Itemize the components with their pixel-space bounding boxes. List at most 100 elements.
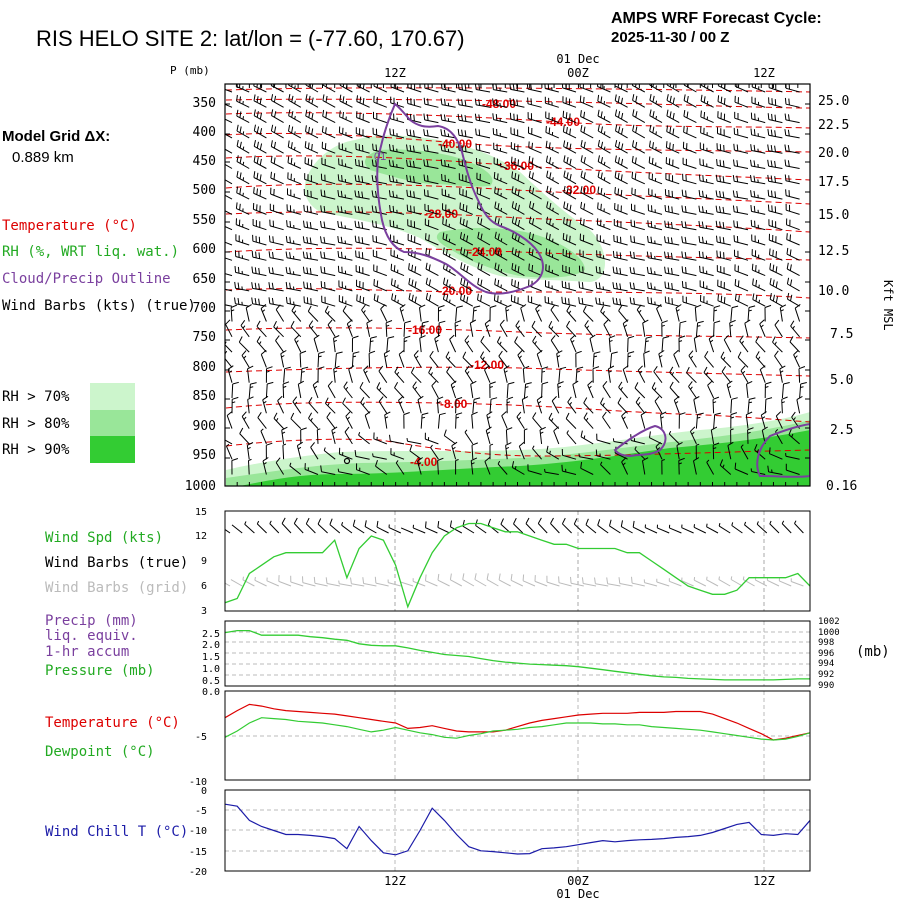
cycle-label: AMPS WRF Forecast Cycle: — [611, 10, 822, 27]
wind-barb — [333, 365, 340, 383]
wind-barb — [325, 577, 340, 587]
wind-barb — [324, 397, 336, 414]
wind-barb — [798, 366, 806, 383]
wind-barb — [511, 216, 525, 231]
wind-barb — [678, 320, 687, 337]
wind-barb — [253, 139, 267, 154]
wind-barb — [522, 365, 530, 383]
wind-barb — [437, 457, 444, 475]
wind-barb — [750, 128, 766, 139]
wind-barb — [320, 251, 336, 261]
wind-barb — [268, 282, 284, 292]
wind-barb — [550, 335, 560, 353]
wind-barb — [406, 144, 422, 154]
wind-barb — [629, 251, 645, 261]
wind-barb — [734, 279, 749, 292]
wind-barb — [230, 579, 243, 587]
wind-barb — [334, 351, 343, 368]
wind-barb — [275, 304, 285, 322]
pressure-tick-850: 850 — [193, 389, 216, 404]
wind-barb — [614, 171, 628, 185]
wind-barb — [327, 319, 336, 338]
wind-barb — [356, 84, 370, 93]
wind-barb — [437, 412, 446, 429]
wind-barb — [455, 459, 459, 475]
wind-barb — [700, 84, 714, 93]
wind-barb — [359, 381, 370, 399]
wind-barb — [225, 319, 233, 338]
height-tick-22-5: 22.5 — [818, 118, 849, 133]
wind-barb — [251, 297, 267, 307]
wind-barb — [390, 234, 405, 246]
wind-barb — [551, 396, 560, 414]
wind-barb — [751, 263, 766, 277]
height-tick-17-5: 17.5 — [818, 175, 849, 190]
wind-barb — [477, 231, 491, 246]
wind-barb — [527, 97, 542, 108]
wind-barb — [282, 443, 287, 460]
wind-barb — [511, 461, 525, 475]
wind-barb — [629, 266, 645, 277]
pressure-tick-750: 750 — [193, 330, 216, 345]
wind-barb — [580, 155, 594, 169]
wind-barb — [460, 293, 474, 307]
top-time-label-2: 00Z — [567, 66, 589, 80]
wc-tick-minus15: -15 — [189, 847, 207, 858]
height-tick-2-5: 2.5 — [830, 423, 853, 438]
wind-barb — [613, 234, 628, 246]
top-time-label-3: 12Z — [753, 66, 775, 80]
wind-barb — [664, 204, 680, 215]
pressure-ticks: 350 400 450 500 550 600 650 700 750 800 … — [185, 96, 216, 494]
temperature-frame — [224, 690, 811, 781]
wind-barb — [513, 517, 524, 534]
wind-barb — [225, 582, 231, 587]
wind-barb — [384, 411, 391, 429]
wind-barb — [730, 305, 739, 322]
wind-barb — [320, 465, 336, 475]
wind-barb — [642, 457, 649, 475]
wind-barb — [312, 380, 319, 399]
wind-barb — [470, 380, 477, 399]
wind-barb — [750, 205, 766, 215]
wind-barb — [235, 202, 250, 215]
wind-barb — [275, 335, 285, 353]
wind-barb — [739, 335, 749, 353]
wind-barb — [546, 445, 560, 460]
wind-barb — [510, 142, 525, 154]
wind-barb — [561, 464, 577, 475]
wind-barb — [437, 521, 450, 534]
height-tick-0-16: 0.16 — [826, 479, 857, 494]
wind-barb — [580, 110, 594, 124]
isotherm-label-24: -24.00 — [468, 245, 502, 259]
wind-barb — [528, 216, 542, 231]
wind-barb — [545, 264, 559, 277]
wind-barb — [636, 304, 646, 322]
wind-barb — [440, 113, 456, 124]
wind-barb — [260, 304, 267, 322]
wind-barb — [579, 84, 594, 93]
wind-barb — [647, 204, 663, 215]
wind-barb — [226, 443, 233, 460]
wind-barb — [342, 397, 353, 414]
wind-barb — [614, 155, 628, 169]
wind-barb — [581, 577, 597, 587]
wind-barb — [665, 173, 680, 185]
wind-barb — [464, 365, 474, 383]
wind-barb — [290, 575, 304, 587]
wind-barb — [751, 249, 766, 261]
wind-barb — [597, 202, 611, 215]
wind-barb — [252, 202, 267, 215]
wind-barb — [485, 426, 492, 445]
legend-rh90-swatch — [90, 436, 135, 463]
wind-barb — [600, 397, 611, 414]
wind-barb — [290, 320, 302, 338]
wind-barb — [740, 444, 749, 460]
wind-barb — [621, 457, 629, 475]
wind-barb — [270, 187, 284, 200]
wind-barb — [655, 441, 663, 460]
wind-barb — [704, 351, 714, 368]
wind-barb — [354, 205, 370, 215]
wind-barb — [649, 140, 663, 154]
wc-tick-minus10: -10 — [189, 826, 207, 837]
wind-barb — [660, 411, 667, 429]
